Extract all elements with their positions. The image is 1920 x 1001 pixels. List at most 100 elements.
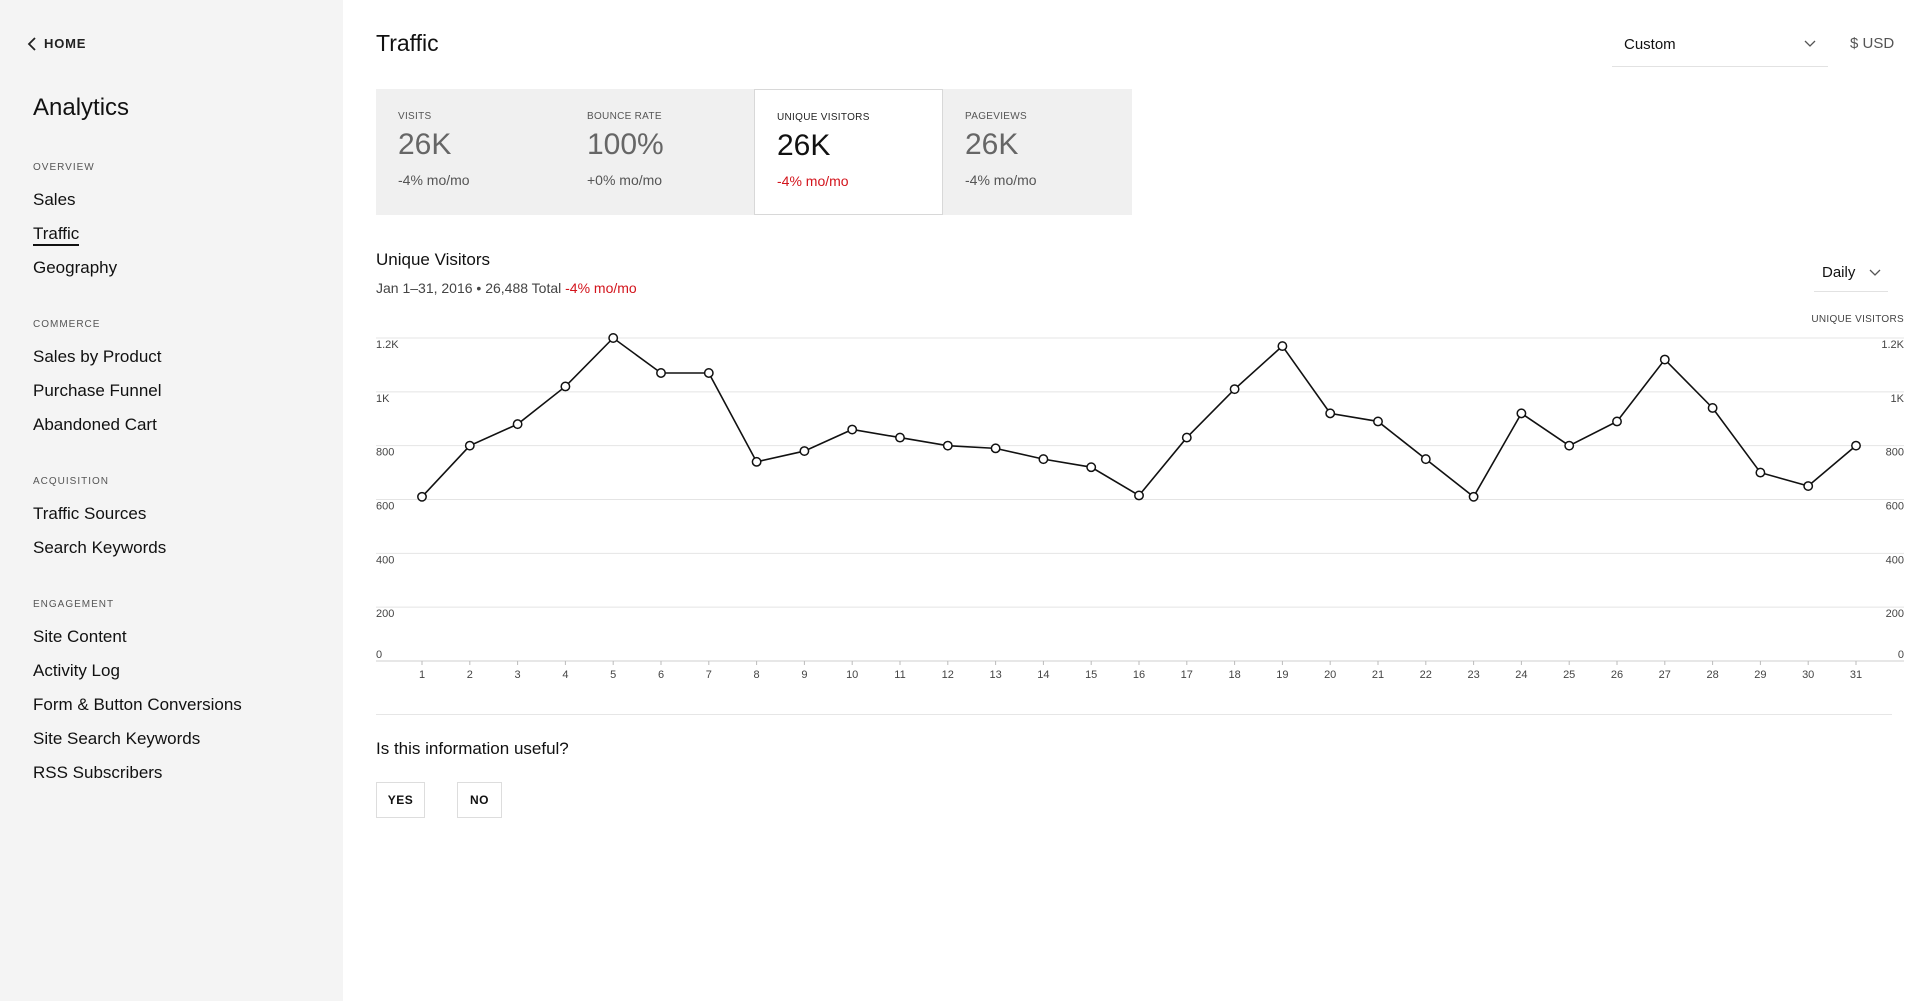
data-point	[608, 333, 619, 343]
date-range-value: Custom	[1624, 35, 1676, 53]
data-point	[895, 432, 905, 443]
data-point	[799, 446, 810, 457]
data-point	[1851, 440, 1861, 451]
x-tick-label: 17	[1181, 669, 1193, 681]
data-point	[1564, 440, 1575, 451]
x-tick-label: 7	[706, 669, 712, 681]
currency-label[interactable]: $ USD	[1850, 35, 1895, 52]
metric-card-visits[interactable]: VISITS 26K -4% mo/mo	[376, 89, 565, 215]
y-tick-label-right: 200	[1886, 608, 1904, 620]
x-tick-label: 31	[1850, 669, 1862, 681]
interval-select[interactable]: Daily	[1814, 254, 1888, 292]
x-tick-label: 18	[1228, 669, 1240, 681]
x-tick-label: 3	[515, 669, 521, 681]
y-tick-label-left: 800	[376, 447, 394, 459]
metric-cards: VISITS 26K -4% mo/mo BOUNCE RATE 100% +0…	[376, 89, 1132, 215]
sidebar: HOME Analytics OVERVIEW Sales Traffic Ge…	[0, 0, 343, 1001]
chart-summary: Jan 1–31, 2016 • 26,488 Total	[376, 280, 562, 296]
chart-change: -4% mo/mo	[565, 280, 637, 296]
data-point	[464, 440, 475, 451]
divider	[376, 714, 1892, 715]
sidebar-item-traffic-sources[interactable]: Traffic Sources	[33, 504, 147, 523]
y-tick-label-left: 200	[376, 608, 394, 620]
sidebar-item-abandoned-cart[interactable]: Abandoned Cart	[33, 415, 157, 434]
sidebar-section-engagement: ENGAGEMENT Site Content Activity Log For…	[33, 599, 242, 796]
interval-value: Daily	[1822, 264, 1856, 281]
sidebar-heading: ACQUISITION	[33, 476, 110, 487]
card-change: -4% mo/mo	[398, 172, 470, 188]
sidebar-item-search-keywords[interactable]: Search Keywords	[33, 538, 167, 557]
data-point	[1420, 454, 1431, 465]
sidebar-item-sales-by-product[interactable]: Sales by Product	[33, 347, 162, 366]
data-point	[1038, 454, 1049, 465]
sidebar-section-overview: OVERVIEW Sales Traffic Geography	[33, 162, 117, 291]
metric-card-bounce-rate[interactable]: BOUNCE RATE 100% +0% mo/mo	[565, 89, 754, 215]
metric-card-pageviews[interactable]: PAGEVIEWS 26K -4% mo/mo	[943, 89, 1132, 215]
x-tick-label: 23	[1467, 669, 1479, 681]
data-point	[942, 440, 953, 451]
data-point	[417, 491, 427, 502]
x-tick-label: 1	[419, 669, 425, 681]
data-point	[1181, 432, 1192, 443]
data-point	[1325, 408, 1336, 419]
x-tick-label: 22	[1420, 669, 1432, 681]
x-tick-label: 15	[1085, 669, 1097, 681]
chart-title: Unique Visitors	[376, 250, 491, 269]
feedback-no-button[interactable]: NO	[457, 782, 502, 818]
home-label: HOME	[44, 36, 87, 51]
card-change: -4% mo/mo	[777, 173, 849, 189]
data-point	[560, 381, 571, 392]
metric-card-unique-visitors[interactable]: UNIQUE VISITORS 26K -4% mo/mo	[754, 89, 943, 215]
x-tick-label: 19	[1276, 669, 1288, 681]
y-tick-label-right: 400	[1886, 554, 1904, 566]
date-range-select[interactable]: Custom	[1612, 22, 1828, 67]
data-point	[1134, 490, 1144, 501]
data-point	[1373, 416, 1383, 427]
sidebar-heading: ENGAGEMENT	[33, 599, 115, 610]
x-tick-label: 27	[1659, 669, 1671, 681]
card-label: PAGEVIEWS	[965, 111, 1027, 122]
sidebar-item-geography[interactable]: Geography	[33, 258, 118, 277]
feedback-question: Is this information useful?	[376, 739, 569, 758]
card-value: 100%	[587, 128, 664, 161]
x-tick-label: 13	[989, 669, 1001, 681]
y-tick-label-right: 600	[1886, 501, 1904, 513]
x-tick-label: 24	[1515, 669, 1527, 681]
y-tick-label-left: 1K	[376, 393, 390, 405]
sidebar-item-form-button-conversions[interactable]: Form & Button Conversions	[33, 695, 242, 714]
home-link[interactable]: HOME	[27, 36, 86, 51]
data-point	[1229, 384, 1240, 395]
series-line	[421, 336, 1857, 499]
data-point	[512, 419, 523, 430]
y-tick-label-right: 1.2K	[1881, 339, 1904, 351]
card-label: BOUNCE RATE	[587, 111, 662, 122]
card-label: UNIQUE VISITORS	[777, 112, 870, 123]
data-point	[1755, 467, 1766, 478]
chevron-down-icon	[1804, 40, 1816, 47]
data-point	[1277, 341, 1288, 352]
data-point	[1803, 481, 1814, 491]
unique-visitors-chart: UNIQUE VISITORS 0 0 200 200 400 400 600 600 800 80…	[376, 314, 1905, 681]
data-point	[1612, 416, 1622, 427]
sidebar-item-traffic[interactable]: Traffic	[33, 223, 117, 257]
sidebar-item-site-content[interactable]: Site Content	[33, 627, 127, 646]
x-tick-label: 10	[846, 669, 858, 681]
feedback-yes-button[interactable]: YES	[376, 782, 425, 818]
x-tick-label: 8	[754, 669, 760, 681]
data-point	[656, 368, 666, 378]
x-tick-label: 30	[1802, 669, 1814, 681]
card-value: 26K	[777, 129, 831, 162]
sidebar-item-site-search-keywords[interactable]: Site Search Keywords	[33, 729, 201, 748]
y-tick-label-left: 1.2K	[376, 339, 399, 351]
y-tick-label-right: 800	[1886, 447, 1904, 459]
sidebar-item-purchase-funnel[interactable]: Purchase Funnel	[33, 381, 162, 400]
sidebar-section-commerce: COMMERCE Sales by Product Purchase Funne…	[33, 319, 162, 448]
chevron-down-icon	[1869, 269, 1881, 276]
y-tick-label-left: 600	[376, 501, 394, 513]
x-tick-label: 21	[1372, 669, 1384, 681]
data-point	[1516, 408, 1527, 419]
sidebar-item-sales[interactable]: Sales	[33, 190, 76, 209]
sidebar-item-activity-log[interactable]: Activity Log	[33, 661, 120, 680]
sidebar-heading: OVERVIEW	[33, 162, 95, 173]
sidebar-item-rss-subscribers[interactable]: RSS Subscribers	[33, 763, 163, 782]
